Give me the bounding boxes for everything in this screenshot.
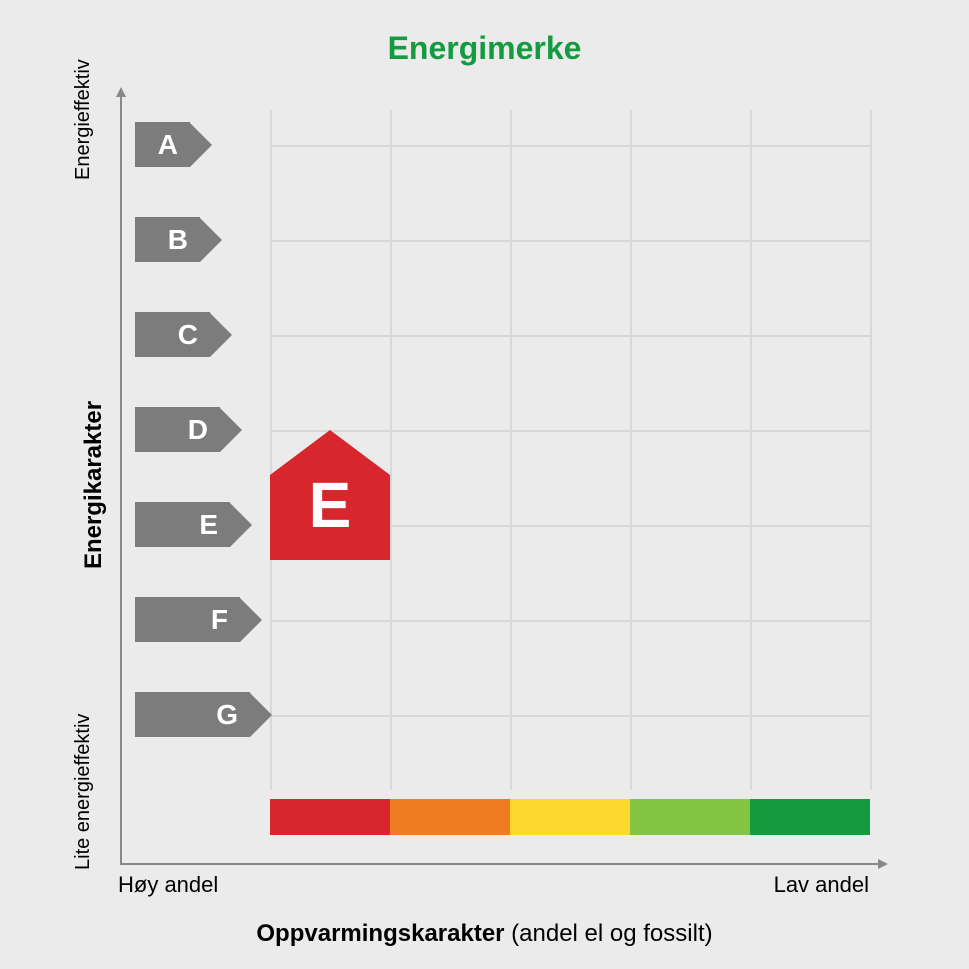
x-axis-left-label: Høy andel [118,872,218,898]
grid-line-horizontal [270,145,870,147]
energy-rating-marker: E [270,430,390,560]
y-axis-main-label: Energikarakter [80,400,108,568]
color-scale-segment [750,799,870,835]
grid-line-horizontal [270,715,870,717]
arrow-point-icon [220,408,242,452]
grade-label: G [135,692,250,737]
color-scale-segment [390,799,510,835]
x-axis-main-label-bold: Oppvarmingskarakter [256,920,504,947]
y-axis-line [120,95,122,865]
grade-label: A [135,122,190,167]
color-scale-segment [630,799,750,835]
heating-color-scale [270,799,870,835]
chart-area: A B C D E F G E [120,95,880,865]
arrow-point-icon [240,598,262,642]
x-axis-right-label: Lav andel [774,872,869,898]
grade-label: E [135,502,230,547]
arrow-point-icon [190,123,212,167]
grade-arrow-e: E [135,502,252,547]
color-scale-segment [270,799,390,835]
x-axis-main-label: Oppvarmingskarakter (andel el og fossilt… [0,920,969,948]
grid-line-vertical [630,110,632,790]
arrow-point-icon [200,218,222,262]
grid-line-vertical [510,110,512,790]
x-axis-arrow-icon [878,859,888,869]
grid-line-horizontal [270,620,870,622]
grade-label: B [135,217,200,262]
y-axis-bottom-label: Lite energieffektiv [72,714,95,870]
y-axis-arrow-icon [116,87,126,97]
grade-arrow-c: C [135,312,232,357]
grade-label: C [135,312,210,357]
x-axis-line [120,863,880,865]
grid-line-vertical [390,110,392,790]
grid-line-horizontal [270,335,870,337]
chart-title: Energimerke [0,30,969,67]
grid-line-vertical [870,110,872,790]
arrow-point-icon [250,693,272,737]
grade-arrow-d: D [135,407,242,452]
grid-line-horizontal [270,240,870,242]
grade-arrow-g: G [135,692,272,737]
x-axis-main-label-rest: (andel el og fossilt) [505,920,713,947]
arrow-point-icon [230,503,252,547]
y-axis-top-label: Energieffektiv [72,59,95,180]
grade-arrow-f: F [135,597,262,642]
grade-label: D [135,407,220,452]
grade-arrow-b: B [135,217,222,262]
grade-arrow-a: A [135,122,212,167]
arrow-point-icon [210,313,232,357]
grid-line-vertical [750,110,752,790]
color-scale-segment [510,799,630,835]
marker-letter: E [270,468,390,542]
grade-label: F [135,597,240,642]
